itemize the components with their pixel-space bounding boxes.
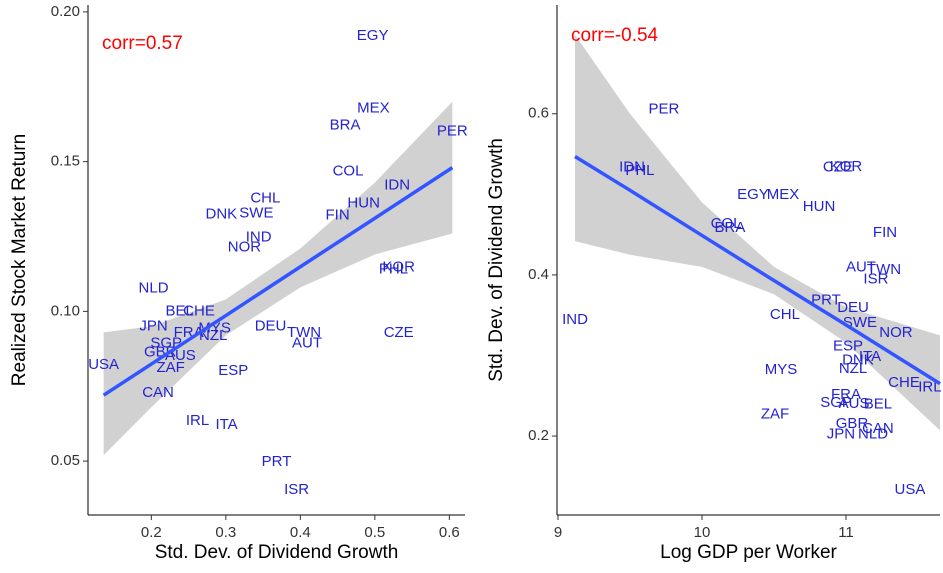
x-tick-label: 0.3 xyxy=(215,524,236,541)
y-tick-label: 0.15 xyxy=(51,153,80,170)
fit-line xyxy=(102,166,454,397)
point-label: JPN xyxy=(827,425,855,442)
x-tick-label: 0.4 xyxy=(290,524,311,541)
annotation: corr=0.57 xyxy=(102,33,183,54)
point-label: TWN xyxy=(287,324,321,341)
point-label: MEX xyxy=(767,186,800,203)
point-label: IND xyxy=(246,228,272,245)
point-label: ISR xyxy=(284,481,309,498)
y-tick-label: 0.4 xyxy=(528,266,549,283)
point-label: BEL xyxy=(864,396,892,413)
point-label: SGP xyxy=(820,394,852,411)
point-label: AUT xyxy=(292,334,322,351)
point-label: ITA xyxy=(859,348,881,365)
point-label: FRA xyxy=(831,386,861,403)
point-label: AUT xyxy=(846,259,876,276)
point-label: NLD xyxy=(858,425,888,442)
fit-line xyxy=(574,154,941,386)
point-label: NZL xyxy=(199,327,227,344)
point-label: NOR xyxy=(879,324,913,341)
point-label: IDN xyxy=(619,159,645,176)
point-label: PER xyxy=(437,123,468,140)
point-label: AUS xyxy=(839,395,870,412)
x-axis-title: Log GDP per Worker xyxy=(660,542,837,563)
point-label: PRT xyxy=(811,292,841,309)
x-tick-label: 0.6 xyxy=(439,524,460,541)
y-axis-title: Std. Dev. of Dividend Growth xyxy=(486,138,507,382)
point-label: JPN xyxy=(139,317,167,334)
x-tick-label: 10 xyxy=(694,524,711,541)
point-label: NLD xyxy=(139,279,169,296)
point-label: EGY xyxy=(357,27,389,44)
point-label: USA xyxy=(88,356,119,373)
point-label: BEL xyxy=(165,302,193,319)
point-label: PHL xyxy=(379,260,408,277)
point-label: NOR xyxy=(228,239,262,256)
x-tick-label: 0.5 xyxy=(364,524,385,541)
y-tick-label: 0.10 xyxy=(51,302,80,319)
point-label: CZE xyxy=(823,159,853,176)
point-label: NZL xyxy=(839,360,867,377)
point-label: ZAF xyxy=(157,359,185,376)
x-tick-label: 11 xyxy=(838,524,854,541)
annotation: corr=-0.54 xyxy=(571,25,659,46)
point-label: USA xyxy=(894,481,925,498)
point-label: SWE xyxy=(843,314,877,331)
point-label: ESP xyxy=(833,338,863,355)
point-label: MYS xyxy=(765,361,798,378)
point-label: BRA xyxy=(330,117,361,134)
point-label: HUN xyxy=(347,195,380,212)
point-label: ISR xyxy=(863,271,888,288)
point-label: IND xyxy=(562,311,588,328)
y-tick-label: 0.2 xyxy=(528,427,549,444)
point-label: GBR xyxy=(836,415,869,432)
point-label: HUN xyxy=(803,198,836,215)
point-label: DEU xyxy=(837,299,869,316)
point-label: IRL xyxy=(186,412,209,429)
point-label: IDN xyxy=(384,177,410,194)
y-tick-label: 0.6 xyxy=(528,105,549,122)
point-label: CHL xyxy=(770,306,800,323)
point-label: DEU xyxy=(255,317,287,334)
y-tick-label: 0.05 xyxy=(51,452,80,469)
point-label: ITA xyxy=(215,416,237,433)
point-label: DNK xyxy=(842,351,874,368)
point-label: MYS xyxy=(198,319,231,336)
confidence-band xyxy=(574,34,940,431)
point-label: KOR xyxy=(382,258,415,275)
point-label: FIN xyxy=(326,206,350,223)
point-label: KOR xyxy=(830,158,863,175)
point-label: CZE xyxy=(384,324,414,341)
x-tick-label: 0.2 xyxy=(141,524,162,541)
point-label: ZAF xyxy=(761,405,789,422)
point-label: CHE xyxy=(888,374,920,391)
point-label: FIN xyxy=(873,224,897,241)
point-label: COL xyxy=(333,162,364,179)
y-axis-title: Realized Stock Market Return xyxy=(9,134,30,386)
point-label: CHE xyxy=(183,302,215,319)
point-label: PHL xyxy=(625,162,654,179)
point-label: GBR xyxy=(144,343,177,360)
confidence-band xyxy=(103,101,453,456)
point-label: MEX xyxy=(357,100,390,117)
point-label: CHL xyxy=(250,189,280,206)
point-label: CAN xyxy=(862,420,894,437)
point-label: EGY xyxy=(737,186,769,203)
x-axis-title: Std. Dev. of Dividend Growth xyxy=(155,542,399,563)
point-label: TWN xyxy=(867,261,901,278)
point-label: PRT xyxy=(262,453,292,470)
point-label: ESP xyxy=(218,362,248,379)
y-tick-label: 0.20 xyxy=(51,3,80,20)
point-label: COL xyxy=(711,215,742,232)
point-label: DNK xyxy=(206,206,238,223)
point-label: PER xyxy=(649,101,680,118)
point-label: CAN xyxy=(142,384,174,401)
x-tick-label: 9 xyxy=(554,524,562,541)
point-label: BRA xyxy=(715,219,746,236)
point-label: SWE xyxy=(239,204,273,221)
